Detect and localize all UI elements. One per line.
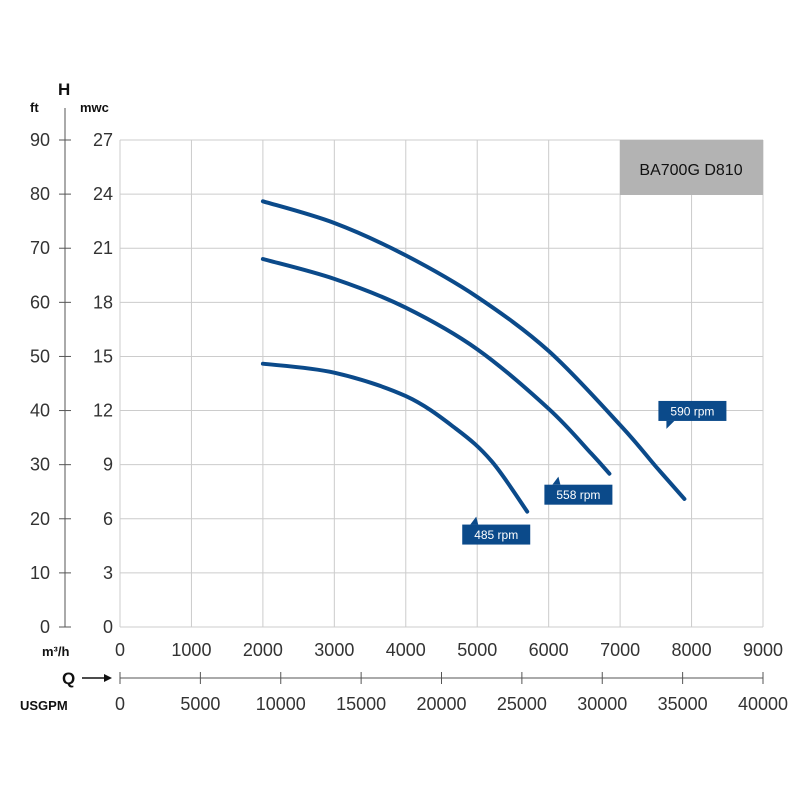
m3h-tick-label: 9000 bbox=[743, 640, 783, 660]
x-axis-arrow-icon bbox=[82, 674, 112, 682]
x-unit-m3h: m³/h bbox=[42, 644, 70, 659]
model-label-box bbox=[620, 140, 763, 195]
usgpm-tick-label: 5000 bbox=[180, 694, 220, 714]
m3h-tick-label: 3000 bbox=[314, 640, 354, 660]
mwc-tick-label: 9 bbox=[103, 455, 113, 475]
mwc-tick-label: 27 bbox=[93, 130, 113, 150]
mwc-tick-label: 12 bbox=[93, 401, 113, 421]
rpm-label-pointer bbox=[666, 420, 675, 429]
m3h-tick-label: 5000 bbox=[457, 640, 497, 660]
usgpm-tick-label: 15000 bbox=[336, 694, 386, 714]
mwc-tick-label: 6 bbox=[103, 509, 113, 529]
usgpm-tick-label: 30000 bbox=[577, 694, 627, 714]
rpm-label-box bbox=[658, 400, 727, 421]
m3h-tick-label: 0 bbox=[115, 640, 125, 660]
y-axis-title: H bbox=[58, 80, 70, 99]
ft-tick-label: 20 bbox=[30, 509, 50, 529]
ft-tick-label: 70 bbox=[30, 238, 50, 258]
ft-tick-label: 60 bbox=[30, 292, 50, 312]
rpm-label-590-rpm: 590 rpm bbox=[658, 400, 727, 429]
ft-tick-label: 80 bbox=[30, 184, 50, 204]
curves bbox=[260, 199, 687, 514]
ft-tick-label: 90 bbox=[30, 130, 50, 150]
curve-485-rpm bbox=[260, 361, 530, 514]
mwc-tick-label: 3 bbox=[103, 563, 113, 583]
mwc-tick-label: 15 bbox=[93, 346, 113, 366]
usgpm-tick-label: 40000 bbox=[738, 694, 788, 714]
mwc-tick-label: 18 bbox=[93, 292, 113, 312]
usgpm-tick-label: 10000 bbox=[256, 694, 306, 714]
x-axis: 0 1000 2000 3000 4000 5000 6000 7000 8000 9000 0 50… bbox=[115, 640, 788, 714]
y-axis: 0 10 20 30 40 50 60 70 80 90 0 3 6 9 12 15 18 21 24 27 bbox=[30, 108, 113, 637]
y-unit-ft: ft bbox=[30, 100, 39, 115]
usgpm-tick-label: 0 bbox=[115, 694, 125, 714]
usgpm-tick-label: 25000 bbox=[497, 694, 547, 714]
ft-tick-label: 40 bbox=[30, 401, 50, 421]
x-axis-title: Q bbox=[62, 669, 75, 688]
rpm-label-box bbox=[544, 484, 613, 505]
m3h-tick-label: 7000 bbox=[600, 640, 640, 660]
rpm-label-558-rpm: 558 rpm bbox=[544, 476, 613, 505]
rpm-label-pointer bbox=[470, 516, 479, 525]
rpm-label-text: 590 rpm bbox=[670, 404, 714, 418]
m3h-tick-label: 8000 bbox=[672, 640, 712, 660]
model-label: BA700G D810 bbox=[639, 162, 742, 179]
mwc-tick-label: 21 bbox=[93, 238, 113, 258]
rpm-label-485-rpm: 485 rpm bbox=[462, 516, 531, 545]
m3h-tick-label: 4000 bbox=[386, 640, 426, 660]
rpm-label-box bbox=[462, 524, 531, 545]
rpm-label-pointer bbox=[552, 476, 561, 485]
ft-tick-label: 0 bbox=[40, 617, 50, 637]
usgpm-tick-label: 35000 bbox=[658, 694, 708, 714]
mwc-tick-label: 24 bbox=[93, 184, 113, 204]
x-unit-usgpm: USGPM bbox=[20, 698, 68, 713]
rpm-label-text: 558 rpm bbox=[556, 488, 600, 502]
ft-tick-label: 50 bbox=[30, 346, 50, 366]
m3h-tick-label: 6000 bbox=[529, 640, 569, 660]
ft-tick-label: 10 bbox=[30, 563, 50, 583]
m3h-tick-label: 1000 bbox=[171, 640, 211, 660]
m3h-tick-label: 2000 bbox=[243, 640, 283, 660]
curve-590-rpm bbox=[260, 199, 687, 501]
rpm-labels: 590 rpm 558 rpm 485 rpm bbox=[462, 400, 727, 545]
y-unit-mwc: mwc bbox=[80, 100, 109, 115]
rpm-label-text: 485 rpm bbox=[474, 528, 518, 542]
curve-558-rpm bbox=[260, 257, 612, 476]
usgpm-tick-label: 20000 bbox=[416, 694, 466, 714]
plot-background bbox=[120, 140, 763, 627]
ft-tick-label: 30 bbox=[30, 455, 50, 475]
mwc-tick-label: 0 bbox=[103, 617, 113, 637]
